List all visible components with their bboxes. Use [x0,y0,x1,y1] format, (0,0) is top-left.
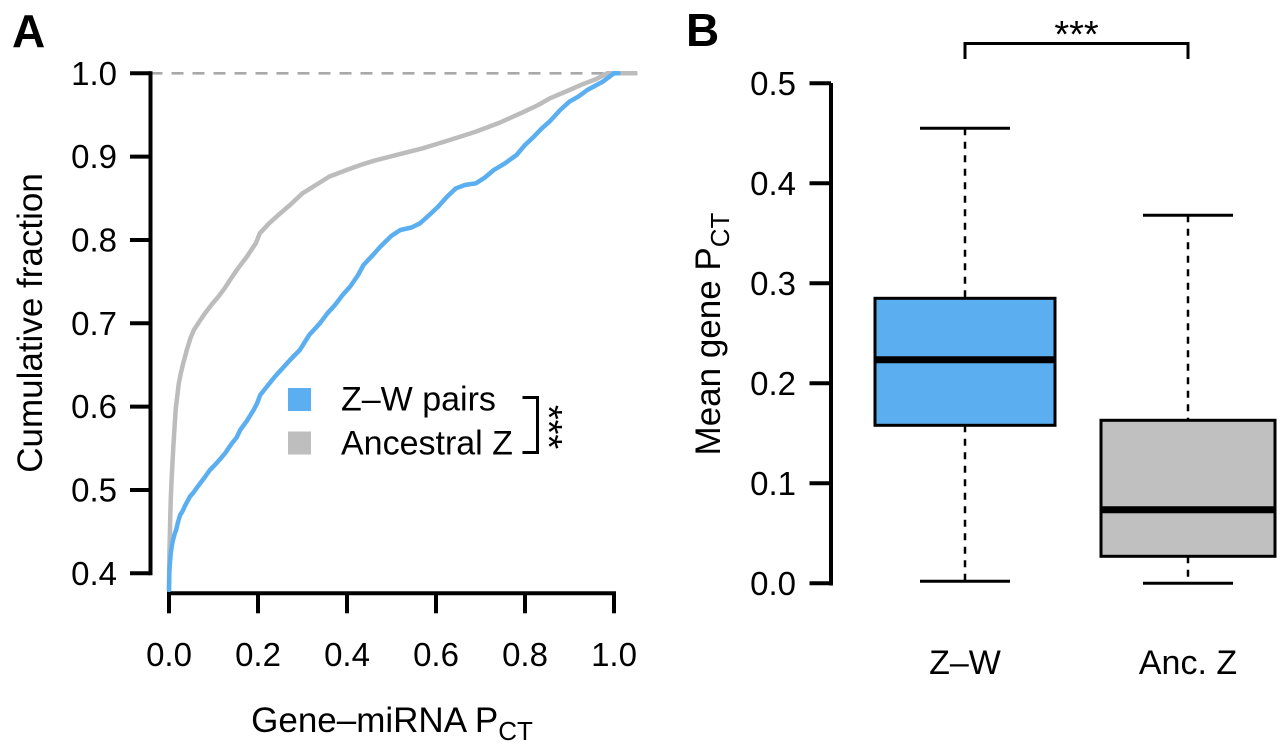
a-x-axis-title: Gene–miRNA PCT [251,701,533,745]
b-significance-stars: *** [1054,14,1099,56]
a-x-tick-label: 0.4 [324,636,370,673]
a-x-tick-label: 0.0 [146,636,192,673]
b-significance-bracket [963,42,1190,59]
panel-b-label: B [686,4,719,56]
legend-swatch-ancestral-z [288,431,311,455]
a-y-tick-label: 0.9 [71,138,117,175]
b-y-tick-label: 0.0 [750,565,796,602]
a-significance-bracket [522,396,539,454]
b-y-tick-label: 0.3 [750,265,796,302]
a-y-tick-label: 0.7 [71,305,117,342]
a-significance-stars: *** [527,405,569,450]
a-y-axis-ticks: 0.4 0.5 0.6 0.7 0.8 0.9 1.0 [71,55,151,592]
a-x-tick-label: 1.0 [591,636,637,673]
a-y-tick-label: 0.5 [71,471,117,508]
a-x-axis-ticks: 0.0 0.2 0.4 0.6 0.8 1.0 [146,593,637,673]
b-y-tick-label: 0.4 [750,165,796,202]
a-x-tick-label: 0.2 [235,636,281,673]
box-category-label-anc-z: Anc. Z [1139,644,1237,682]
b-y-tick-label: 0.1 [750,465,796,502]
box-category-label-z-w: Z–W [929,644,1001,682]
panel-a: A 0.4 0.5 0.6 0.7 0.8 0.9 1.0 0.0 0.2 0.4 0.6 0.8 1… [11,5,638,745]
box-anc-z [1099,418,1277,558]
a-cdf-curves [166,71,638,592]
b-y-axis-title: Mean gene PCT [689,212,735,455]
a-y-tick-label: 0.8 [71,221,117,258]
a-x-tick-label: 0.6 [413,636,459,673]
legend-swatch-zw-pairs [288,388,311,411]
panel-b: B 0.0 0.1 0.2 0.3 0.4 0.5 Z–W Anc. Z *** Mean … [686,4,1277,682]
a-x-axis-title-main: Gene–miRNA P [251,701,498,740]
b-y-tick-label: 0.5 [750,65,796,102]
legend-label-zw-pairs: Z–W pairs [341,381,496,419]
b-category-labels: Z–W Anc. Z [929,644,1237,682]
b-boxplots [873,126,1277,585]
cdf-curve-z-w-pairs [166,71,621,592]
a-x-tick-label: 0.8 [502,636,548,673]
legend: Z–W pairs Ancestral Z *** [288,381,569,463]
a-y-tick-label: 0.4 [71,555,117,592]
a-y-tick-label: 0.6 [71,388,117,425]
b-y-axis-ticks: 0.0 0.1 0.2 0.3 0.4 0.5 [750,65,831,602]
panel-a-label: A [12,5,45,57]
b-y-axis-title-subscript: CT [705,212,735,247]
a-y-axis-title: Cumulative fraction [11,173,50,473]
a-x-axis-title-subscript: CT [498,716,533,745]
a-y-tick-label: 1.0 [71,55,117,92]
b-y-tick-label: 0.2 [750,365,796,402]
legend-label-ancestral-z: Ancestral Z [341,425,513,463]
cdf-curve-ancestral-z [166,71,638,592]
b-y-axis-title-main: Mean gene P [689,247,728,455]
